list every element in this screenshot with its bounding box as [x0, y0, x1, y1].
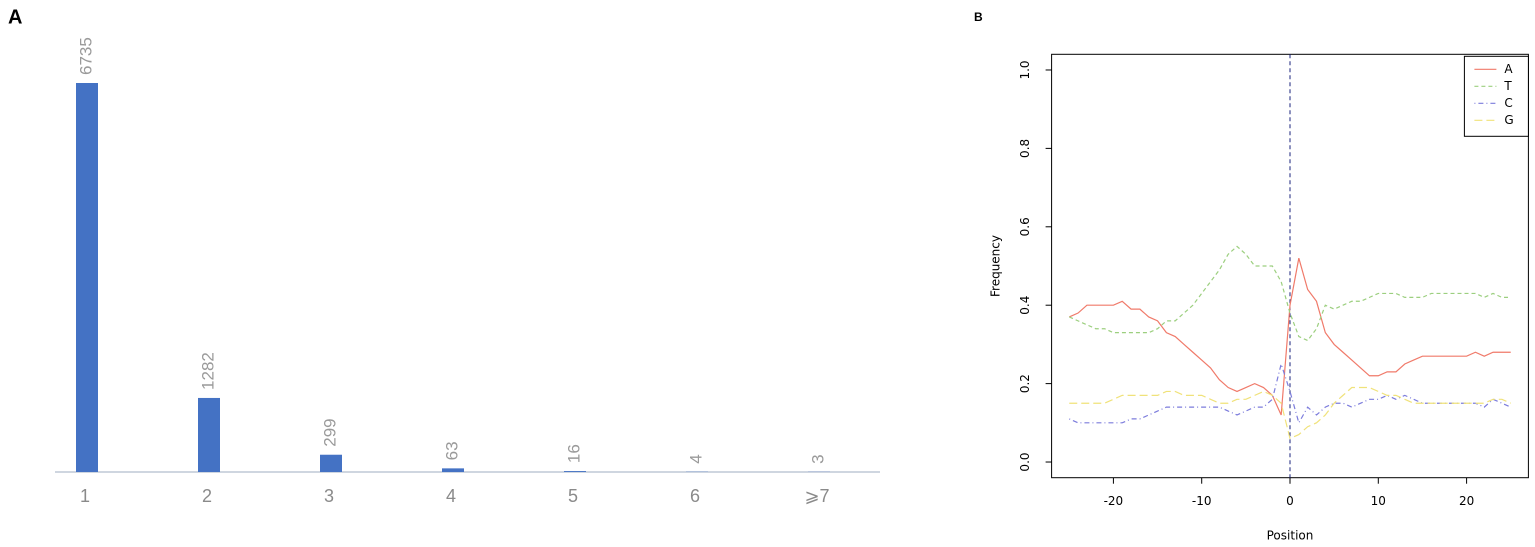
y-tick-label: 1.0: [1018, 60, 1032, 79]
x-tick-label: 0: [1286, 494, 1294, 508]
panel-b: B Position Frequency -20 -10 0 10 20 0.0 0.2 0.…: [974, 10, 1529, 543]
x-tick-label: -10: [1192, 494, 1212, 508]
legend-label: A: [1504, 62, 1513, 76]
legend-label: G: [1504, 113, 1513, 127]
legend-label: T: [1503, 79, 1512, 93]
bar: [76, 83, 98, 472]
y-tick-label: 0.0: [1018, 452, 1032, 471]
data-label: 299: [320, 418, 339, 446]
line-series: [1069, 386, 1511, 440]
data-label: 16: [564, 444, 583, 463]
line-series: [1069, 257, 1511, 416]
y-tick-label: 0.6: [1018, 217, 1032, 236]
data-label: 63: [442, 441, 461, 460]
panel-label: A: [8, 6, 22, 28]
line-series: [1069, 245, 1511, 342]
panel-label: B: [974, 10, 983, 24]
x-tick-label: 4: [446, 486, 456, 506]
x-tick-label: 2: [202, 486, 212, 506]
bar: [320, 454, 342, 472]
data-label: 4: [686, 454, 705, 463]
x-tick-label: 20: [1459, 494, 1474, 508]
line-series: [1069, 361, 1511, 425]
x-tick-label: 5: [568, 486, 578, 506]
legend-box: [1463, 55, 1529, 137]
bar: [564, 471, 586, 472]
y-axis-label: Frequency: [989, 235, 1003, 297]
x-tick-label: 1: [80, 486, 90, 506]
bar: [442, 468, 464, 472]
x-axis-label: Position: [1267, 529, 1314, 543]
x-tick-label: 6: [690, 486, 700, 506]
y-tick-label: 0.8: [1018, 139, 1032, 158]
data-label: 1282: [198, 352, 217, 390]
x-tick-label: ⩾7: [804, 486, 829, 506]
y-tick-label: 0.2: [1018, 374, 1032, 393]
bar: [198, 397, 220, 472]
data-label: 3: [808, 454, 827, 463]
y-tick-label: 0.4: [1018, 296, 1032, 315]
x-tick-label: -20: [1104, 494, 1124, 508]
x-tick-label: 10: [1371, 494, 1386, 508]
legend-label: C: [1504, 96, 1512, 110]
x-tick-label: 3: [324, 486, 334, 506]
data-label: 6735: [76, 37, 95, 75]
